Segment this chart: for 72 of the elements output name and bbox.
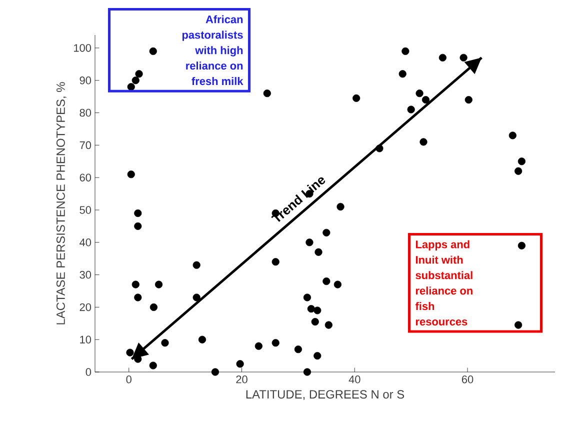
- point: [154, 280, 163, 288]
- point: [514, 321, 522, 329]
- y-tick-label: 10: [80, 336, 92, 344]
- annotation: Lapps and Inuit with substantial reliance on fish resources: [415, 240, 472, 326]
- point: [336, 202, 344, 211]
- y-tick-label: 20: [80, 303, 92, 312]
- point: [416, 90, 424, 98]
- point: [407, 106, 415, 114]
- point: [236, 360, 244, 368]
- point: [518, 242, 526, 250]
- y-tick-label: 90: [80, 76, 92, 84]
- point: [334, 280, 342, 288]
- point: [192, 294, 200, 302]
- point: [161, 339, 169, 347]
- point: [132, 76, 140, 84]
- point: [126, 348, 134, 356]
- point: [420, 138, 428, 146]
- point: [127, 83, 135, 91]
- y-tick-label: 30: [80, 270, 92, 279]
- point: [263, 90, 271, 98]
- point: [314, 352, 322, 360]
- point: [134, 294, 142, 302]
- point: [307, 305, 315, 313]
- point: [460, 54, 468, 62]
- point: [149, 47, 157, 55]
- point: [438, 54, 446, 62]
- point: [135, 70, 143, 78]
- point: [211, 368, 220, 376]
- y-tick-label: 70: [80, 141, 92, 150]
- point: [376, 144, 384, 152]
- y-tick-label: 50: [80, 206, 92, 214]
- point: [322, 277, 330, 286]
- y-tick-label: 60: [80, 174, 92, 182]
- point: [149, 362, 157, 370]
- point: [422, 96, 430, 104]
- x-axis-title: LATITUDE, DEGREES N or S: [246, 390, 404, 400]
- point: [398, 70, 406, 78]
- point: [254, 342, 262, 350]
- point: [352, 94, 360, 102]
- x-tick-label: 40: [348, 376, 360, 384]
- point: [518, 158, 526, 166]
- point: [311, 318, 319, 326]
- point: [402, 47, 410, 55]
- point: [198, 336, 206, 344]
- y-axis-title: LACTASE PERSISTENCE PHENOTYPES, %: [56, 82, 66, 324]
- x-tick-label: 0: [126, 376, 132, 384]
- point: [127, 170, 135, 178]
- x-tick-label: 60: [462, 376, 474, 384]
- y-tick-label: 40: [80, 238, 92, 246]
- point: [192, 261, 200, 269]
- point: [132, 280, 140, 288]
- point: [303, 368, 312, 376]
- point: [314, 306, 322, 314]
- point: [508, 132, 516, 140]
- point: [303, 294, 312, 302]
- point: [314, 248, 322, 256]
- y-tick-label: 0: [86, 368, 92, 376]
- y-tick-label: 100: [74, 44, 92, 52]
- y-tick-label: 80: [80, 108, 92, 117]
- point: [150, 303, 158, 311]
- annotation: African pastoralists with high reliance on fresh milk: [182, 15, 244, 86]
- x-tick-label: 20: [236, 376, 248, 384]
- point: [306, 238, 314, 246]
- point: [322, 228, 330, 236]
- point: [134, 222, 142, 230]
- point: [324, 321, 332, 329]
- point: [514, 167, 522, 175]
- point: [464, 96, 472, 104]
- point: [272, 339, 280, 347]
- point: [272, 258, 280, 266]
- point: [134, 209, 142, 218]
- point: [294, 346, 302, 354]
